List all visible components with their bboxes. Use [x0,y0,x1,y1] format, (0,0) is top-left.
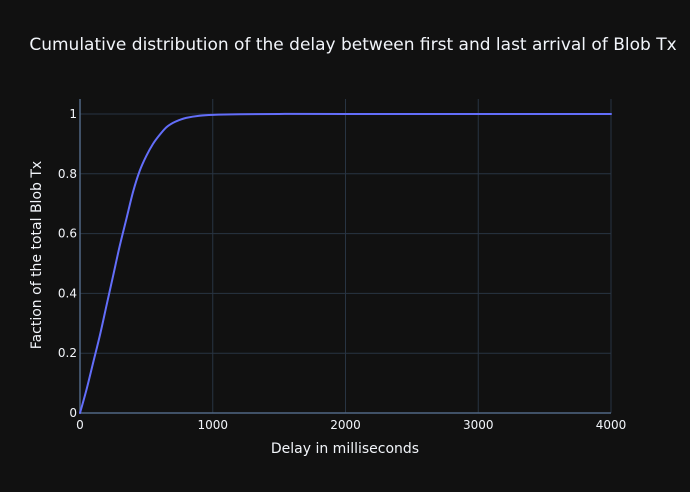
y-tick-label: 0 [69,406,77,420]
y-axis-title: Faction of the total Blob Tx [29,161,45,349]
y-tick-label: 0.6 [58,227,77,241]
chart-title: Cumulative distribution of the delay bet… [29,35,676,55]
x-tick-label: 4000 [596,418,627,432]
grid-lines [80,99,612,413]
x-tick-label: 0 [76,418,84,432]
x-axis-title: Delay in milliseconds [271,441,419,457]
series-layer [79,112,612,414]
y-tick-label: 0.8 [58,167,77,181]
axes [79,99,611,414]
x-tick-label: 1000 [197,418,228,432]
cdf-series-line [79,112,612,414]
y-tick-label: 1 [69,107,77,121]
x-tick-label: 3000 [463,418,494,432]
tick-labels: 0 1000 2000 3000 4000 0 0.2 0.4 0.6 0.8 1 [58,107,626,432]
y-tick-label: 0.2 [58,346,77,360]
y-tick-label: 0.4 [58,286,77,300]
x-tick-label: 2000 [330,418,361,432]
